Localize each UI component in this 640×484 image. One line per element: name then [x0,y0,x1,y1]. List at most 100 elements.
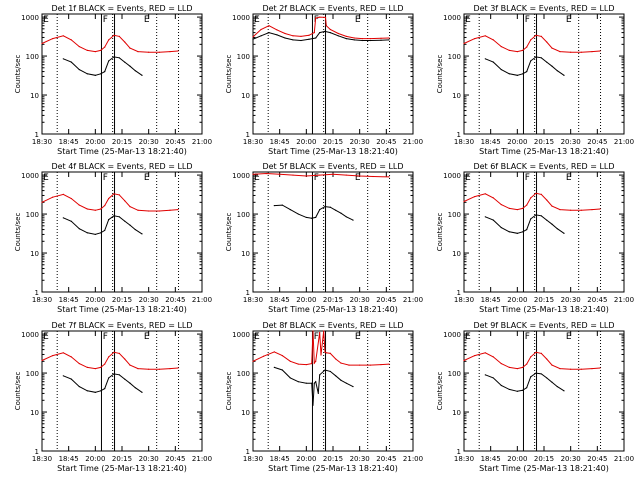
x-tick-label: 20:15 [534,296,554,304]
series-line-black [485,214,565,234]
x-tick-label: 18:45 [270,455,290,463]
y-tick-label: 1000 [232,331,250,339]
data-point-black [352,385,354,388]
data-point-red [104,46,106,48]
data-point-black [141,233,143,235]
marker-label: E [254,173,260,183]
y-tick-label: 1 [35,131,39,139]
y-tick-label: 1 [246,289,250,297]
marker-label: E [566,332,572,342]
data-point-red [279,173,281,175]
data-point-red [273,351,275,353]
data-point-red [500,203,502,206]
data-point-red [332,173,334,175]
data-point-black [315,381,317,383]
x-tick-label: 21:00 [403,455,423,463]
y-tick-label: 1 [457,131,461,139]
data-point-black [124,378,126,380]
x-tick-label: 20:45 [376,296,396,304]
x-axis-title: Start Time (25-Mar-13 18:21:40) [268,305,398,314]
y-tick-label: 1000 [232,14,250,22]
data-point-black [62,58,64,60]
data-point-red [315,360,317,362]
data-point-black [78,385,80,388]
x-tick-label: 20:00 [296,138,316,146]
data-point-red [474,38,476,40]
data-point-black [297,381,299,383]
data-point-red [570,209,572,211]
series-line-red [41,34,179,53]
data-point-red [94,209,96,211]
data-point-black [329,370,331,373]
data-point-red [265,172,267,175]
data-point-black [324,30,326,32]
data-point-red [305,175,307,177]
plot-frame [41,13,203,135]
x-tick-label: 18:45 [481,138,501,146]
x-tick-label: 21:00 [614,138,634,146]
data-point-black [500,384,502,387]
data-point-red [570,368,572,370]
data-point-red [276,29,278,31]
data-point-black [540,373,542,375]
y-tick-label: 1000 [443,172,461,180]
data-point-black [324,369,326,371]
data-point-red [526,363,528,365]
data-point-black [530,218,532,220]
data-point-red [104,204,106,207]
data-point-black [94,74,96,76]
data-point-black [86,390,88,392]
data-point-red [530,197,532,199]
data-point-red [108,39,110,41]
x-tick-label: 18:30 [454,296,474,304]
panel-title: Det 1f BLACK = Events, RED = LLD [51,4,192,13]
data-point-red [463,42,465,45]
data-point-red [169,368,171,370]
plot-frame [252,171,414,293]
data-point-black [100,73,102,75]
x-tick-label: 20:45 [165,455,185,463]
data-point-red [113,193,115,195]
data-point-red [315,17,317,19]
y-tick-label: 100 [26,53,39,61]
data-point-black [70,61,72,63]
data-point-black [500,68,502,71]
data-point-black [276,34,278,36]
x-axis-title: Start Time (25-Mar-13 18:21:40) [479,464,609,473]
data-point-red [500,45,502,48]
marker-label: F [103,332,108,342]
data-point-black [108,219,110,221]
data-point-red [148,51,150,53]
data-point-black [104,229,106,232]
data-point-red [516,51,518,53]
x-tick-label: 18:30 [32,296,52,304]
data-point-black [292,39,294,41]
data-point-red [522,366,524,368]
data-point-black [129,224,131,226]
marker-label: E [566,173,572,183]
data-point-black [108,377,110,379]
data-point-black [508,73,510,75]
data-point-red [484,193,486,195]
data-point-black [335,375,337,377]
data-point-red [252,360,254,362]
series-line-black [485,56,565,76]
data-point-black [345,382,347,384]
data-point-black [484,58,486,60]
x-tick-label: 20:00 [296,455,316,463]
x-tick-label: 20:45 [587,138,607,146]
y-tick-label: 100 [237,53,250,61]
x-axis-title: Start Time (25-Mar-13 18:21:40) [57,305,187,314]
data-point-red [599,208,601,210]
y-tick-label: 10 [452,409,461,417]
data-point-black [86,232,88,234]
data-point-black [129,65,131,67]
marker-label: E [43,173,49,183]
data-point-black [113,215,115,217]
data-point-red [292,174,294,176]
x-tick-label: 18:30 [454,138,474,146]
x-axis-title: Start Time (25-Mar-13 18:21:40) [268,147,398,156]
